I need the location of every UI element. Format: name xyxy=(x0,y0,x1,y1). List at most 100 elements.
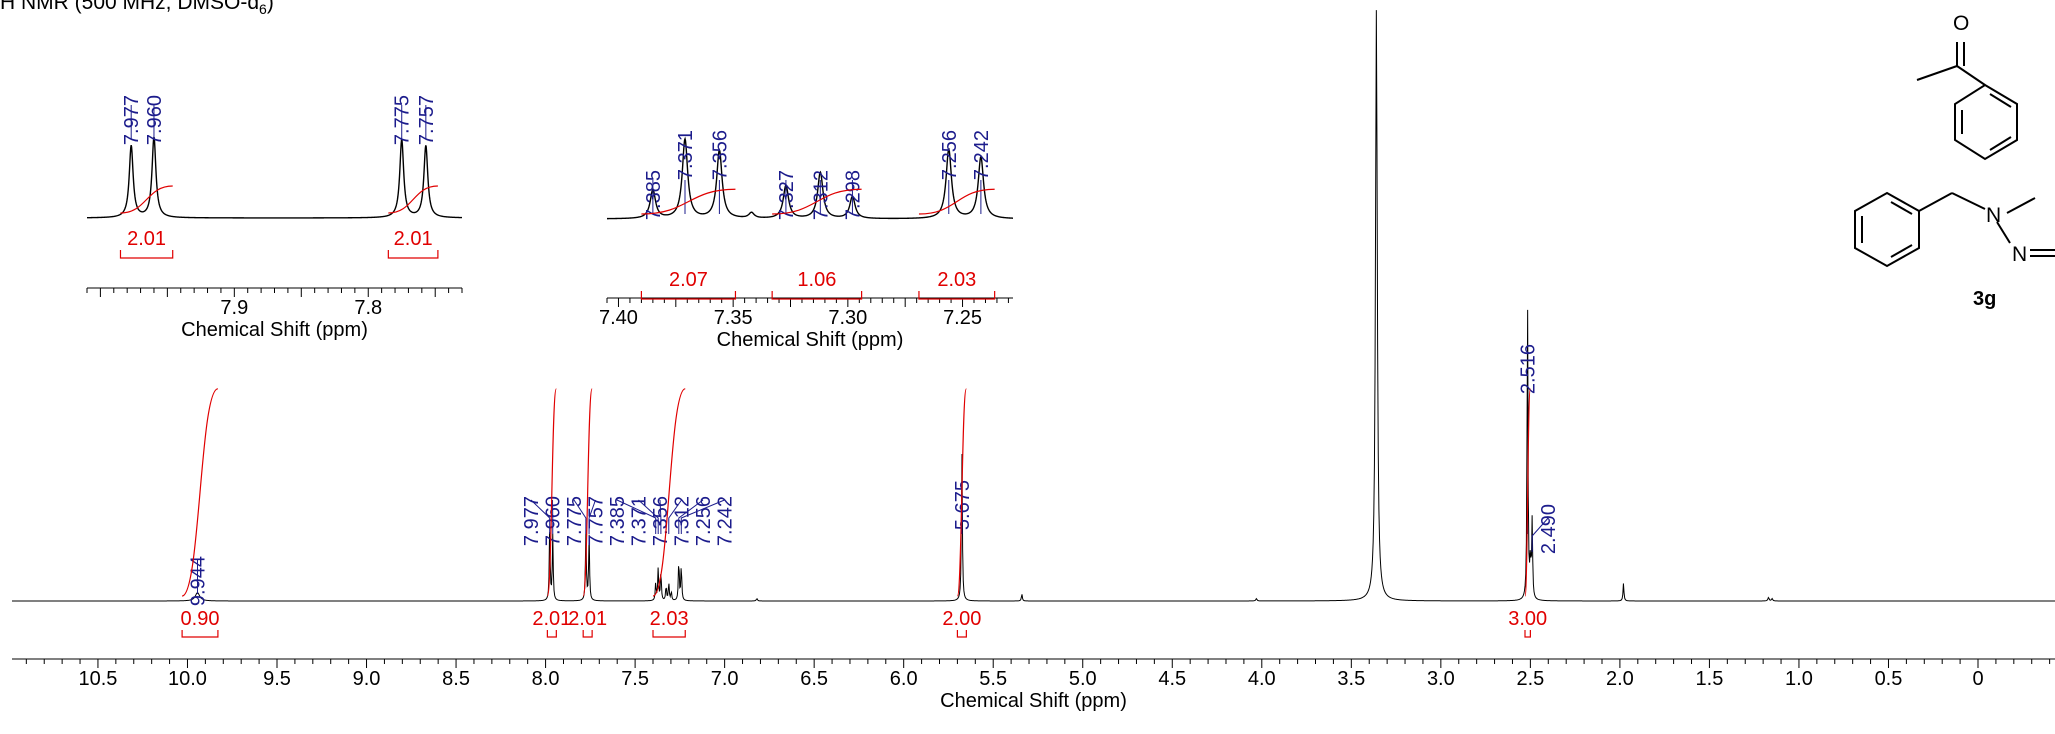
inset2-integral-curve xyxy=(918,188,995,215)
main-integral-curve xyxy=(582,388,593,597)
inset2-tick-label: 7.40 xyxy=(599,307,638,329)
main-integral-value: 3.00 xyxy=(1508,608,1547,630)
inset2-tick-label: 7.35 xyxy=(714,307,753,329)
main-integral-curve xyxy=(652,388,686,597)
main-tick-label: 7.0 xyxy=(711,668,739,690)
inset1-peak-label: 7.977 xyxy=(121,95,143,145)
main-tick-label: 2.0 xyxy=(1606,668,1634,690)
benzyl-ch2-bond xyxy=(1918,192,1953,212)
inset2-tick-label: 7.30 xyxy=(828,307,867,329)
main-peak-label: 7.775 xyxy=(564,496,586,546)
main-peak-label: 7.757 xyxy=(586,496,608,546)
main-x-axis-label: Chemical Shift (ppm) xyxy=(940,690,1127,712)
main-peak-label: 7.385 xyxy=(607,496,629,546)
aryl-bond xyxy=(1956,65,1986,86)
inset2-integral-value: 2.03 xyxy=(937,269,976,291)
inset1-peak-label: 7.960 xyxy=(144,95,166,145)
main-integral-curve xyxy=(546,388,557,597)
inset2-peak-label: 7.298 xyxy=(842,170,864,220)
main-tick-label: 9.0 xyxy=(353,668,381,690)
inset1-tick-label: 7.9 xyxy=(220,297,248,319)
main-tick-label: 7.5 xyxy=(621,668,649,690)
main-integral-bracket xyxy=(956,630,967,638)
main-tick-label: 10.0 xyxy=(168,668,207,690)
main-peak-label: 7.356 xyxy=(650,496,672,546)
main-tick-label: 5.5 xyxy=(979,668,1007,690)
inset1-integral-curve xyxy=(388,185,438,214)
inset2-peak-label: 7.385 xyxy=(643,170,665,220)
inset2-peak-label: 7.242 xyxy=(971,130,993,180)
inset2-integral-bracket xyxy=(771,291,863,300)
main-spectrum-trace xyxy=(12,10,2055,602)
main-peak-label: 7.242 xyxy=(715,496,737,546)
inset1-integral-bracket xyxy=(387,250,439,259)
oxygen-atom: O xyxy=(1953,12,1969,35)
chemical-structure xyxy=(1854,42,2055,268)
main-tick-label: 5.0 xyxy=(1069,668,1097,690)
benzyl-double-3 xyxy=(1890,244,1913,258)
main-peak-label: 2.490 xyxy=(1538,504,1560,554)
inset1-spectrum-trace xyxy=(87,136,463,219)
inset2-integral-bracket xyxy=(640,291,737,300)
main-tick-label: 1.5 xyxy=(1696,668,1724,690)
main-integral-value: 2.01 xyxy=(568,608,607,630)
main-peak-label: 7.977 xyxy=(521,496,543,546)
inset1-integral-bracket xyxy=(119,250,174,259)
main-integral-bracket xyxy=(1524,630,1531,638)
main-peak-connector xyxy=(573,499,587,534)
benzyl-double-2 xyxy=(1890,201,1913,215)
methyl-bond xyxy=(1916,65,1958,81)
title-subscript: 6 xyxy=(259,1,267,18)
main-tick-label: 8.0 xyxy=(532,668,560,690)
main-peak-connector xyxy=(659,499,662,534)
spectrum-title: H NMR (500 MHz, DMSO-d6) xyxy=(0,0,274,17)
main-peak-label: 7.256 xyxy=(693,496,715,546)
main-tick-label: 3.0 xyxy=(1427,668,1455,690)
inset2-peak-label: 7.371 xyxy=(675,130,697,180)
main-peak-connector xyxy=(638,499,659,534)
main-integral-value: 2.01 xyxy=(532,608,571,630)
ch2-n-bond xyxy=(1951,192,1986,210)
inset2-x-axis-label: Chemical Shift (ppm) xyxy=(717,329,904,351)
inset1-integral-curve xyxy=(120,185,173,214)
triazole-bond xyxy=(2006,197,2036,214)
main-tick-label: 3.5 xyxy=(1337,668,1365,690)
nitrogen-atom-1: N xyxy=(1986,204,2001,227)
main-tick-label: 0.5 xyxy=(1875,668,1903,690)
nitrogen-atom-2: N xyxy=(2012,243,2027,266)
main-peak-label: 9.944 xyxy=(187,556,209,606)
main-peak-label: 2.516 xyxy=(1518,344,1540,394)
n-n-bond xyxy=(1996,221,2011,244)
main-integral-bracket xyxy=(181,630,219,638)
benzene-ring-top xyxy=(1954,83,2018,161)
main-tick-label: 2.5 xyxy=(1516,668,1544,690)
main-peak-label: 7.371 xyxy=(629,496,651,546)
inset2-tick-label: 7.25 xyxy=(943,307,982,329)
inset1-tick-label: 7.8 xyxy=(354,297,382,319)
main-tick-label: 4.0 xyxy=(1248,668,1276,690)
main-integral-bracket xyxy=(652,630,686,638)
inset2-peak-label: 7.327 xyxy=(776,170,798,220)
main-integral-bracket xyxy=(546,630,557,638)
inset1-peak-label: 7.757 xyxy=(416,95,438,145)
main-integral-value: 2.00 xyxy=(942,608,981,630)
main-integral-value: 0.90 xyxy=(181,608,220,630)
inset2-peak-label: 7.312 xyxy=(810,170,832,220)
main-peak-connector xyxy=(530,499,551,534)
inset1-integral-value: 2.01 xyxy=(394,228,433,250)
main-integral-curve xyxy=(956,388,967,597)
inset2-peak-label: 7.356 xyxy=(709,130,731,180)
main-integral-value: 2.03 xyxy=(650,608,689,630)
inset2-integral-value: 1.06 xyxy=(797,269,836,291)
inset1-integral-value: 2.01 xyxy=(127,228,166,250)
inset2-spectrum-trace xyxy=(607,136,1014,220)
ring-double-3 xyxy=(1989,136,2012,151)
main-tick-label: 4.5 xyxy=(1158,668,1186,690)
main-tick-label: 0 xyxy=(1972,668,1983,690)
ring-double-2 xyxy=(1989,93,2012,108)
inset2-peak-label: 7.256 xyxy=(939,130,961,180)
main-tick-label: 9.5 xyxy=(263,668,291,690)
main-peak-connector xyxy=(616,499,657,534)
main-peak-label: 7.960 xyxy=(543,496,565,546)
